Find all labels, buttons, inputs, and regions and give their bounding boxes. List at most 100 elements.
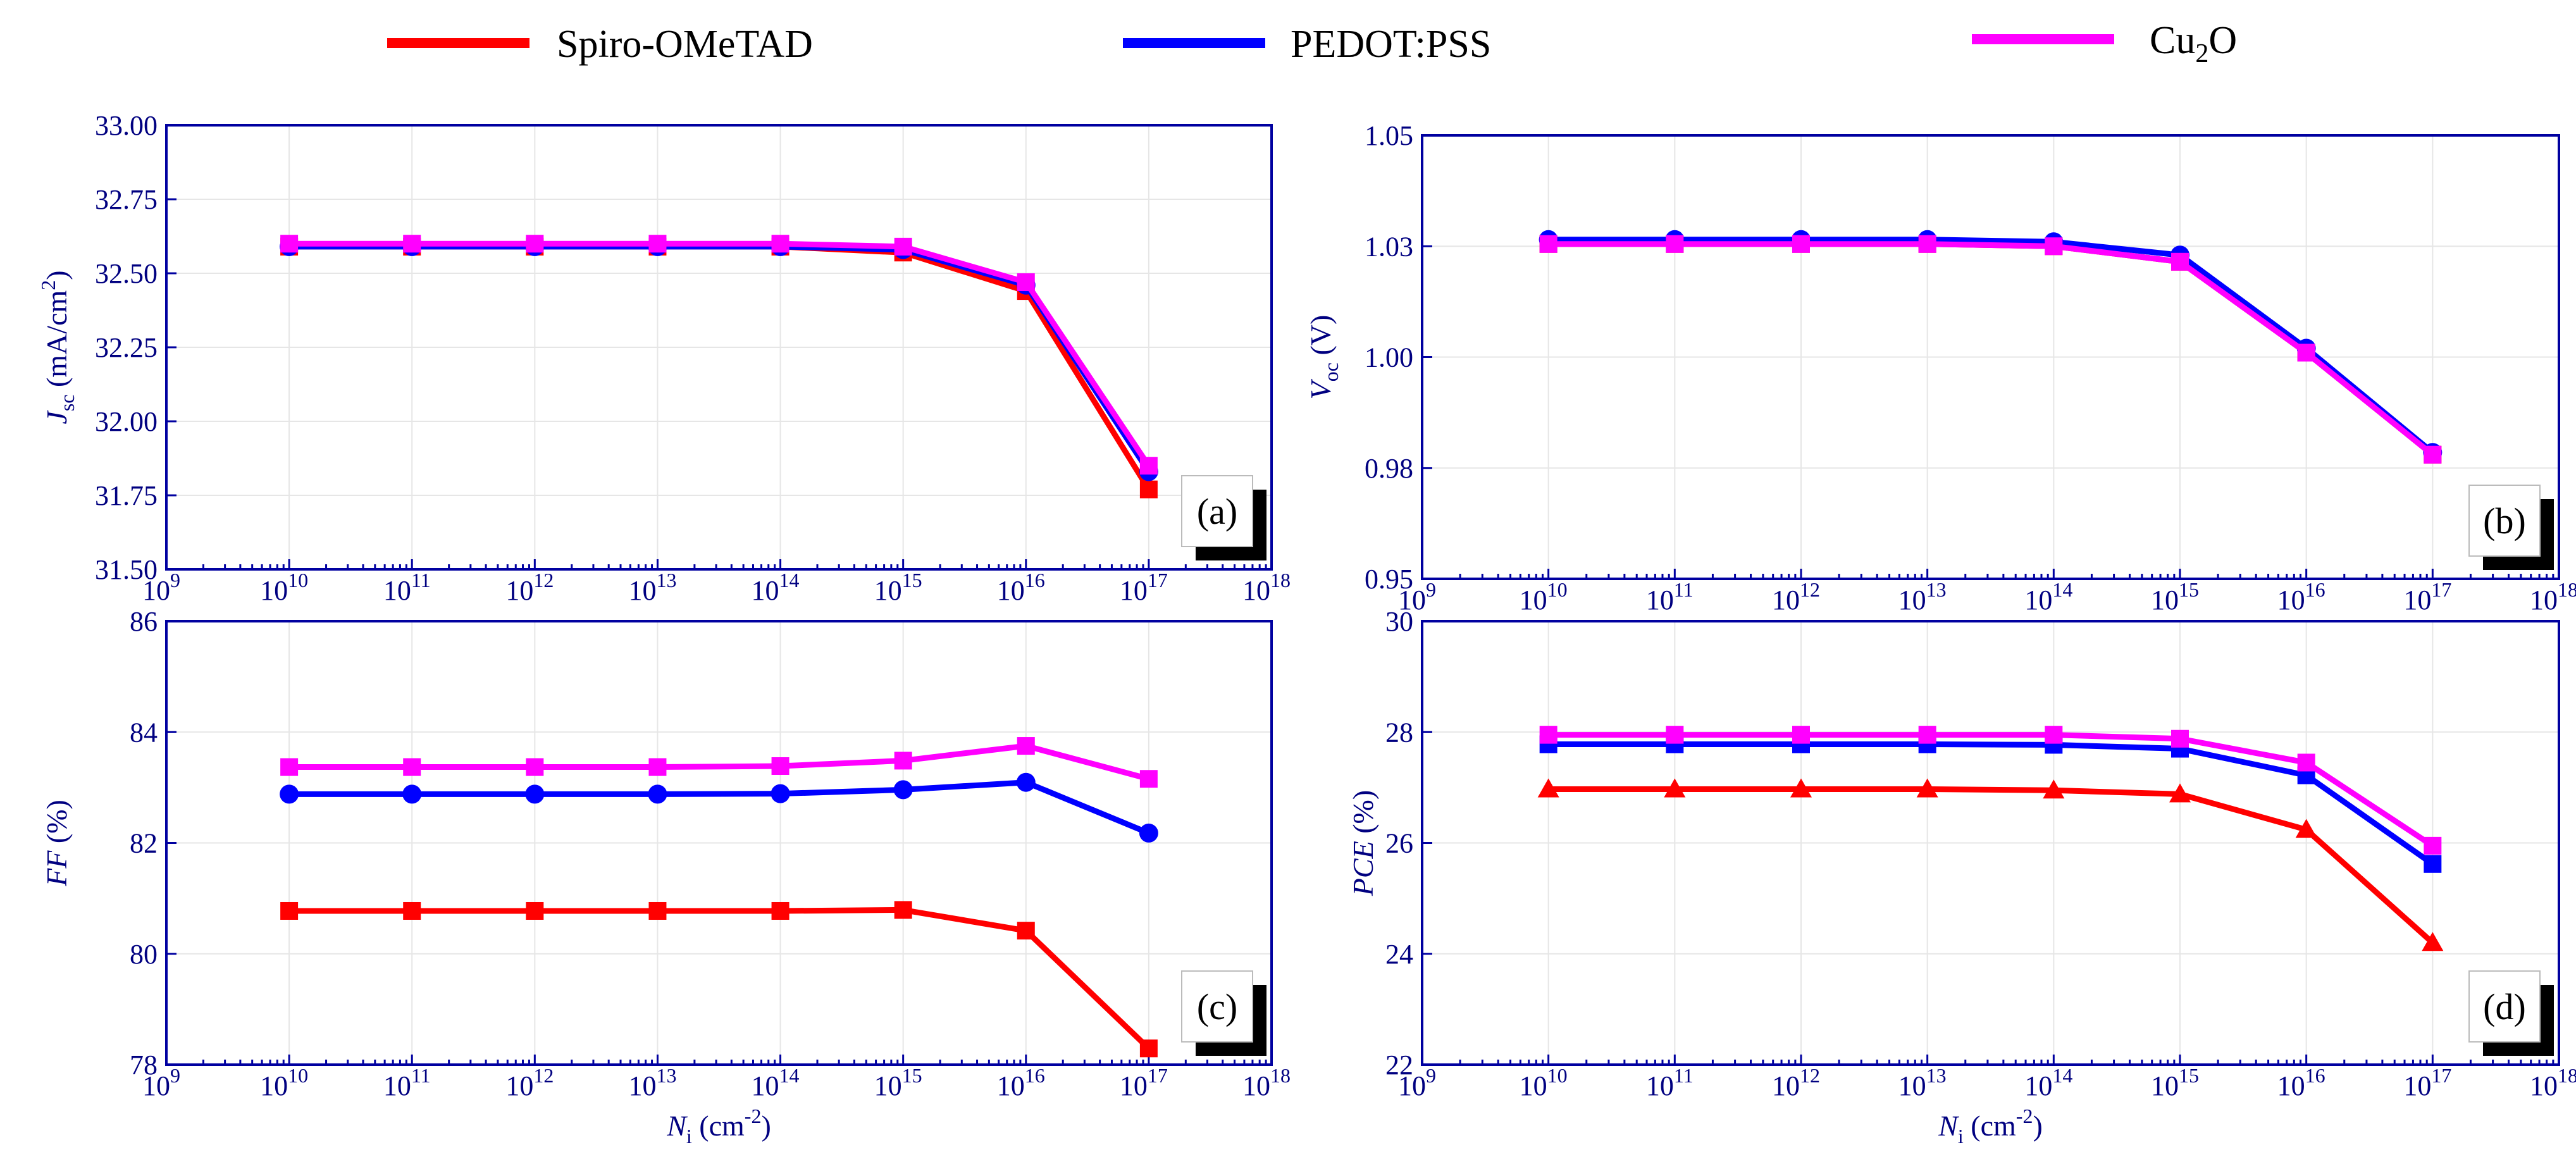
legend-label-cu2o: Cu2O [2150,19,2237,68]
x-tick-label-exp: 10 [1547,1064,1568,1087]
x-tick-label: 1013 [1898,1064,1947,1101]
y-tick-label: 84 [130,717,158,748]
x-tick-label-exp: 13 [656,569,676,591]
series-line-cu2o [1548,732,2434,848]
x-tick-label: 1015 [874,569,922,606]
x-tick-label-base: 10 [1120,1070,1148,1101]
x-tick-label-exp: 18 [1270,1064,1291,1087]
x-tick-label: 1011 [1646,578,1694,616]
x-tick-label-exp: 9 [170,1064,180,1087]
x-tick-label: 1018 [2530,578,2576,616]
x-tick-label: 1010 [1520,1064,1568,1101]
panel-b: 109 1010 1011 1012 1013 1014 1015 1016 1017 10180… [1304,120,2576,616]
x-tick-label: 1016 [997,1064,1045,1101]
data-point-cu2o [280,758,299,776]
x-tick-label-base: 10 [2530,585,2558,616]
data-point-spiro-ometad [1790,778,1812,798]
data-point-spiro-ometad [2043,779,2065,799]
series-line-pedot-pss [289,779,1150,836]
y-tick-label: 32.75 [95,184,158,215]
x-tick-label-exp: 18 [2558,1064,2576,1087]
data-point-cu2o [1139,457,1158,475]
x-tick-label: 1015 [2151,1064,2199,1101]
data-point-spiro-ometad [403,901,421,920]
y-axis-title-unit: (%) [1347,790,1379,841]
x-tick-label-exp: 15 [2179,1064,2199,1087]
y-tick-label: 32.00 [95,406,158,437]
x-tick-label-exp: 10 [288,1064,308,1087]
x-tick-label: 1014 [2024,578,2072,616]
x-tick-label: 1014 [2024,1064,2072,1101]
x-tick-label: 109 [142,569,180,606]
x-tick-label-exp: 9 [1426,578,1436,601]
x-tick-label-base: 10 [2151,585,2179,616]
panel-label-box [2468,970,2541,1043]
y-axis-title: FF (%) [40,800,73,887]
x-tick-label-base: 10 [2530,1070,2558,1101]
data-point-cu2o [2424,836,2442,855]
x-tick-label-base: 10 [2277,1070,2305,1101]
x-tick-label-exp: 15 [2179,578,2199,601]
data-point-pedot-pss [402,784,422,804]
x-tick-label-base: 10 [874,575,902,606]
data-point-cu2o [648,235,667,253]
data-point-spiro-ometad [2295,819,2317,838]
x-axis-title-sup: -2 [2016,1105,2033,1127]
x-tick-label-base: 10 [628,1070,656,1101]
x-tick-label-exp: 9 [1426,1064,1436,1087]
x-tick-label: 1013 [1898,578,1947,616]
x-tick-label-exp: 12 [1800,1064,1820,1087]
x-tick-label-base: 10 [1520,1070,1547,1101]
x-tick-label: 1016 [997,569,1045,606]
data-point-spiro-ometad [771,901,790,920]
data-point-spiro-ometad [1537,778,1559,798]
data-point-pedot-pss [648,784,667,804]
x-tick-label-exp: 18 [1270,569,1291,591]
data-point-cu2o [1539,235,1557,253]
x-tick-label-exp: 16 [1025,569,1045,591]
x-tick-label-base: 10 [1398,585,1426,616]
x-tick-label-base: 10 [1646,1070,1674,1101]
y-tick-label: 33.00 [95,110,158,141]
y-axis-title-sub: sc [56,395,78,412]
x-tick-label-exp: 15 [902,1064,922,1087]
data-point-spiro-ometad [648,901,667,920]
x-tick-label-exp: 12 [1800,578,1820,601]
x-tick-label: 109 [1398,1064,1436,1101]
x-tick-label-exp: 17 [2431,578,2451,601]
x-tick-label-base: 10 [2403,585,2431,616]
x-tick-label: 1018 [2530,1064,2576,1101]
series-line-cu2o [1548,241,2435,457]
y-tick-label: 26 [1385,828,1413,859]
legend-label-cu2o-base: Cu [2150,19,2195,62]
y-axis-title-unit: (%) [40,800,73,850]
x-tick-label: 1011 [383,569,431,606]
data-point-cu2o [1539,726,1557,744]
data-point-pedot-pss [893,780,913,800]
x-tick-label-exp: 11 [411,569,431,591]
x-tick-label: 1015 [874,1064,922,1101]
y-axis-title-var: J [40,410,73,424]
x-tick-label: 1012 [1772,1064,1820,1101]
panel-a: 109 1010 1011 1012 1013 1014 1015 1016 1017 10183… [37,110,1291,606]
y-tick-label: 78 [130,1049,158,1080]
x-axis-title-tail: ) [2033,1110,2042,1142]
legend-label-pedot: PEDOT:PSS [1291,23,1491,66]
data-point-cu2o [2171,252,2189,271]
data-point-spiro-ometad [526,901,544,920]
x-tick-label: 109 [1398,578,1436,616]
data-point-pedot-pss [2424,855,2442,873]
data-point-spiro-ometad [1139,480,1158,498]
x-tick-label: 1012 [505,569,554,606]
x-tick-label-exp: 14 [779,1064,800,1087]
data-point-cu2o [526,758,544,776]
x-tick-label-base: 10 [505,575,533,606]
data-point-cu2o [771,235,790,253]
x-tick-label-exp: 16 [1025,1064,1045,1087]
data-point-cu2o [2424,445,2442,464]
x-tick-label-base: 10 [2151,1070,2179,1101]
data-point-spiro-ometad [1916,778,1938,798]
x-tick-label-exp: 13 [1926,1064,1947,1087]
y-tick-label: 22 [1385,1049,1413,1080]
